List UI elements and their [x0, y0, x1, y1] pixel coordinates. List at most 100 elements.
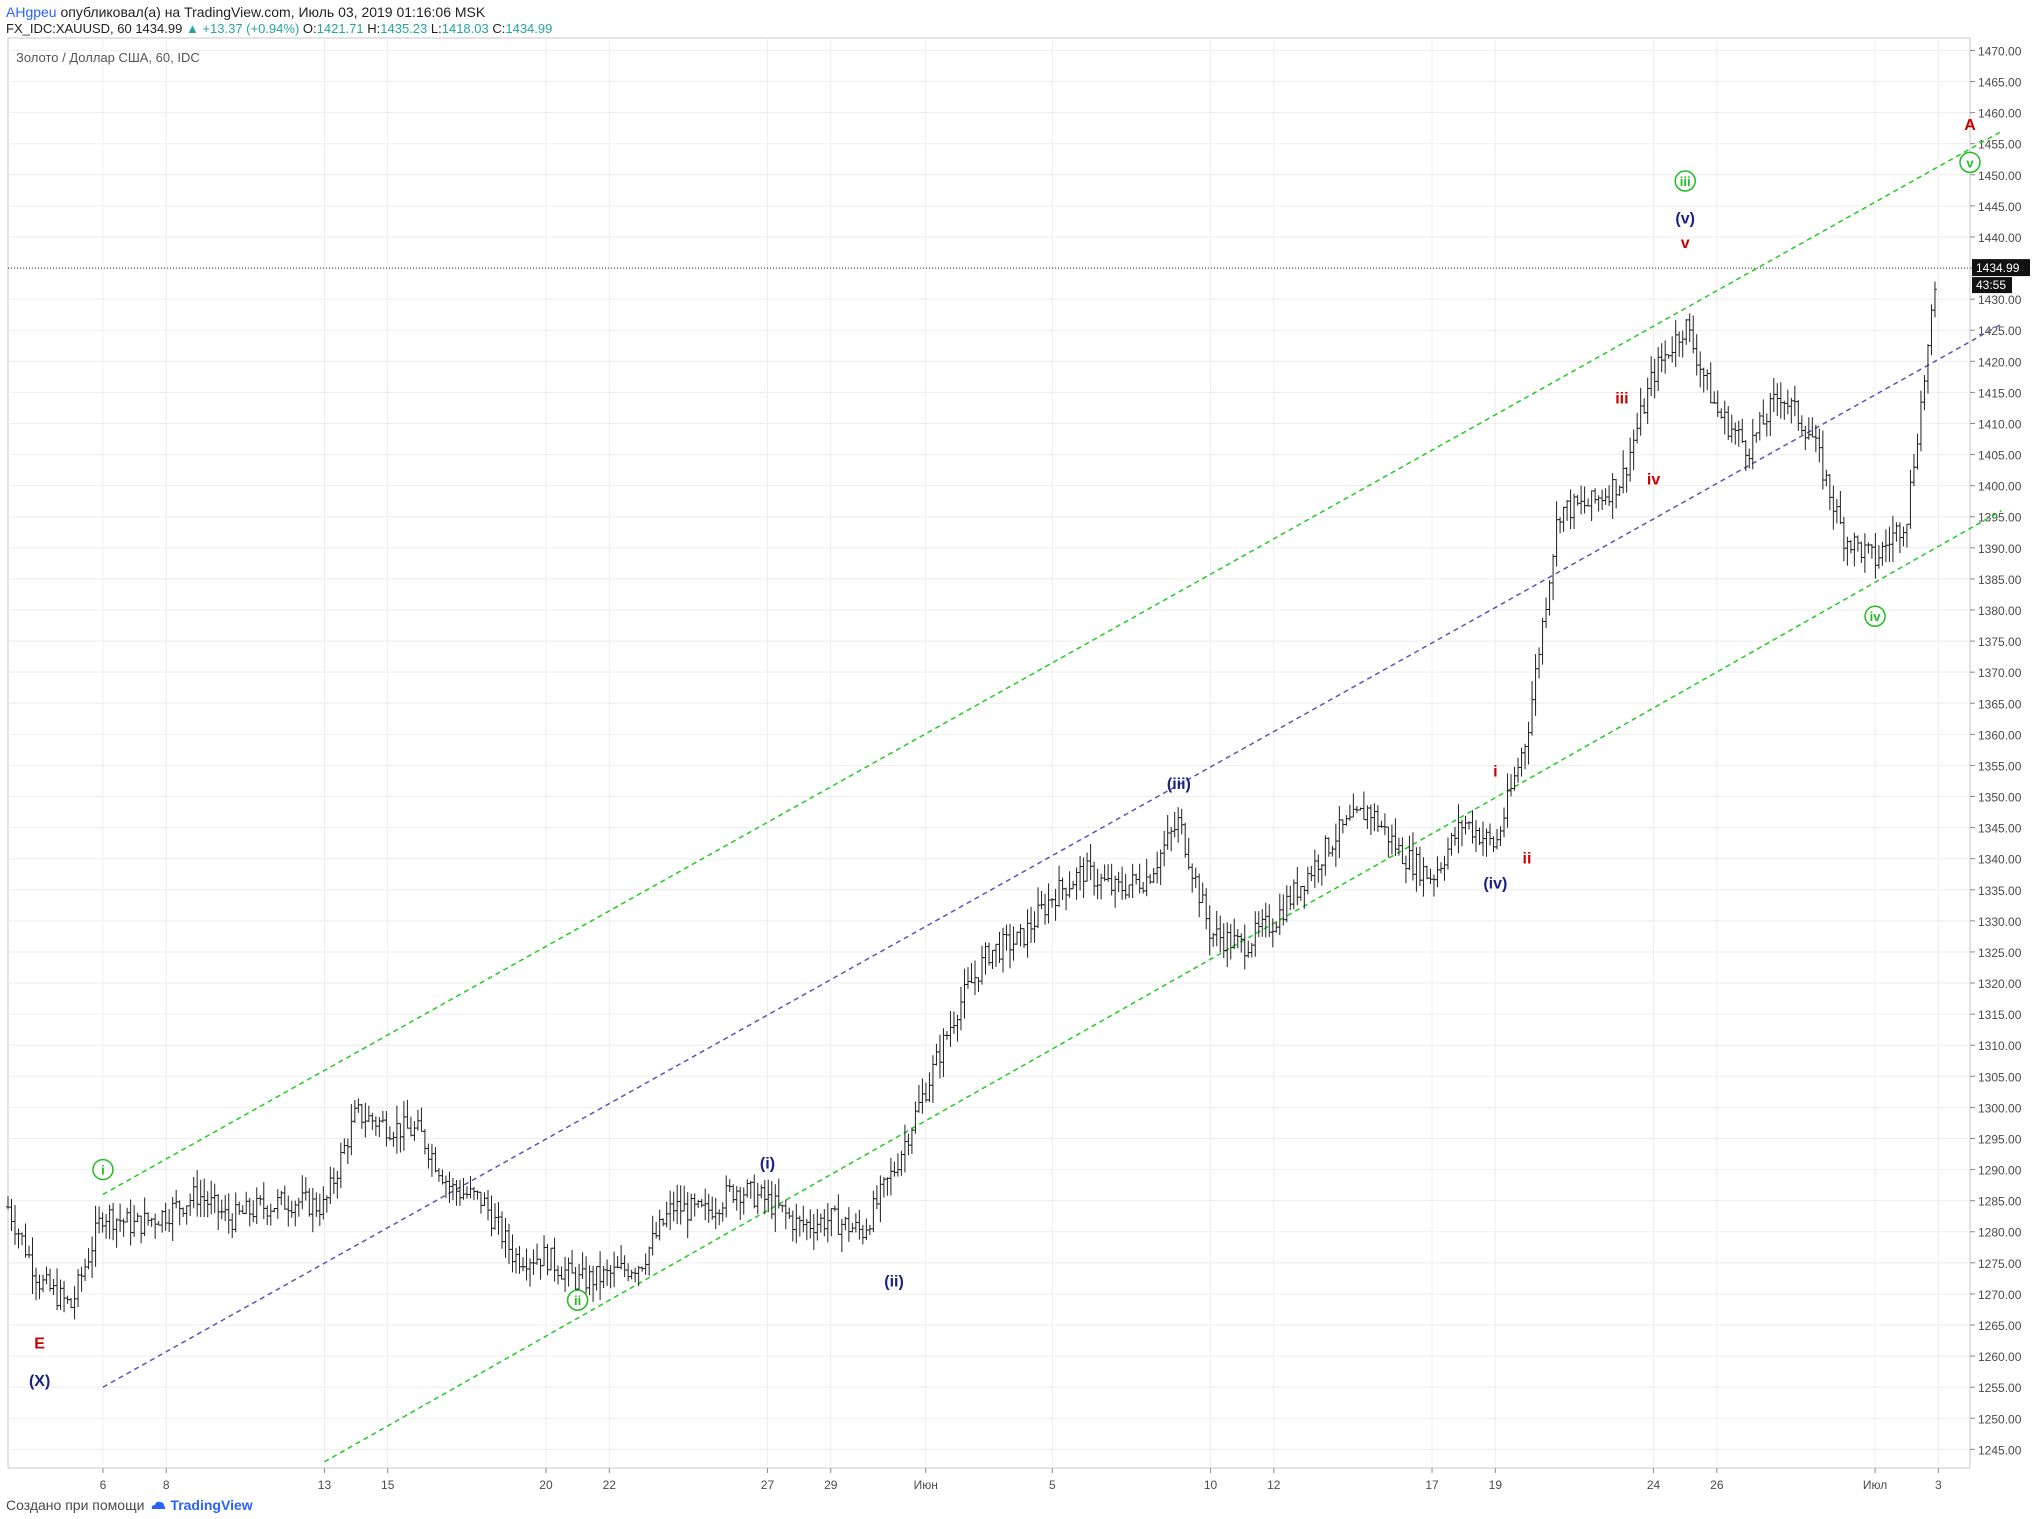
y-tick-label: 1385.00 [1978, 573, 2022, 587]
y-tick-label: 1400.00 [1978, 480, 2022, 494]
wave-label: E [34, 1336, 45, 1353]
y-tick-label: 1360.00 [1978, 728, 2022, 742]
wave-label: ii [574, 1293, 581, 1308]
y-tick-label: 1305.00 [1978, 1070, 2022, 1084]
x-tick-label: 27 [761, 1478, 775, 1492]
x-tick-label: 15 [381, 1478, 395, 1492]
wave-label-circle [1674, 170, 1696, 192]
y-tick-label: 1365.00 [1978, 697, 2022, 711]
wave-label-circle [92, 1158, 114, 1181]
open-value: 1421.71 [316, 21, 364, 36]
wave-label: v [1681, 235, 1690, 252]
low-label: L: [430, 21, 442, 36]
y-tick-label: 1455.00 [1978, 138, 2022, 152]
x-tick-label: 6 [100, 1478, 107, 1492]
channel-line [324, 509, 2003, 1463]
y-tick-label: 1315.00 [1978, 1008, 2022, 1022]
y-tick-label: 1320.00 [1978, 977, 2022, 991]
wave-label-circle [1864, 605, 1886, 627]
y-tick-label: 1430.00 [1978, 293, 2022, 307]
y-tick-label: 1380.00 [1978, 604, 2022, 618]
y-tick-label: 1295.00 [1978, 1132, 2022, 1146]
y-tick-label: 1410.00 [1978, 417, 2022, 431]
y-tick-label: 1325.00 [1978, 946, 2022, 960]
y-tick-label: 1405.00 [1978, 449, 2022, 463]
y-tick-label: 1290.00 [1978, 1164, 2022, 1178]
close-value: 1434.99 [505, 21, 553, 36]
published-text: опубликовал(а) на TradingView.com, Июль … [60, 4, 486, 20]
wave-label: iv [1647, 471, 1660, 488]
y-tick-label: 1350.00 [1978, 791, 2022, 805]
y-tick-label: 1445.00 [1978, 200, 2022, 214]
high-label: H: [367, 21, 381, 36]
wave-label: (v) [1675, 210, 1695, 227]
countdown-tag [1972, 277, 2012, 294]
wave-label-circle [1959, 151, 1981, 174]
wave-label: iii [1615, 391, 1628, 408]
symbol-ohlc-line: FX_IDC:XAUUSD, 60 1434.99 ▲ +13.37 (+0.9… [6, 21, 552, 36]
low-value: 1418.03 [441, 21, 489, 36]
created-with-text: Создано при помощи [6, 1497, 145, 1513]
last-price-tag [1972, 259, 2030, 277]
x-tick-label: 17 [1425, 1478, 1439, 1492]
y-tick-label: 1460.00 [1978, 107, 2022, 121]
plot-frame [7, 37, 1971, 1469]
x-tick-label: 19 [1489, 1478, 1503, 1492]
channel-line [102, 130, 2003, 1196]
y-tick-label: 1425.00 [1978, 324, 2022, 338]
y-tick-label: 1300.00 [1978, 1101, 2022, 1115]
y-tick-label: 1245.00 [1978, 1443, 2022, 1457]
x-tick-label: Июл [1863, 1478, 1887, 1492]
y-tick-label: 1250.00 [1978, 1412, 2022, 1426]
y-tick-label: 1355.00 [1978, 759, 2022, 773]
y-tick-label: 1370.00 [1978, 666, 2022, 680]
countdown-text: 43:55 [1976, 278, 2006, 292]
y-tick-label: 1375.00 [1978, 635, 2022, 649]
y-tick-label: 1340.00 [1978, 853, 2022, 867]
change-value: ▲ +13.37 (+0.94%) [185, 21, 300, 36]
wave-label: (ii) [884, 1273, 904, 1290]
y-tick-label: 1450.00 [1978, 169, 2022, 183]
wave-label: iii [1680, 174, 1691, 189]
x-tick-label: 10 [1204, 1478, 1218, 1492]
publisher-line: АНgреu опубликовал(а) на TradingView.com… [6, 4, 485, 20]
wave-label: v [1966, 155, 1974, 170]
tradingview-brand: TradingView [170, 1497, 253, 1513]
wave-label-circle [566, 1289, 589, 1311]
symbol-label: FX_IDC:XAUUSD, 60 [6, 21, 132, 36]
x-tick-label: 3 [1935, 1478, 1942, 1492]
x-tick-label: 5 [1049, 1478, 1056, 1492]
y-tick-label: 1275.00 [1978, 1257, 2022, 1271]
footer: Создано при помощи TradingView [6, 1497, 253, 1513]
x-tick-label: 13 [318, 1478, 332, 1492]
wave-label: (X) [29, 1373, 50, 1390]
y-tick-label: 1330.00 [1978, 915, 2022, 929]
wave-label: (iii) [1167, 776, 1191, 793]
channel-line [102, 323, 2003, 1388]
open-label: O: [302, 21, 317, 36]
y-tick-label: 1395.00 [1978, 511, 2022, 525]
wave-label: A [1964, 117, 1976, 134]
last-price: 1434.99 [135, 21, 183, 36]
high-value: 1435.23 [380, 21, 428, 36]
tradingview-logo[interactable]: TradingView [150, 1497, 253, 1513]
y-tick-label: 1310.00 [1978, 1039, 2022, 1053]
x-tick-label: 12 [1267, 1478, 1281, 1492]
wave-label: iv [1870, 609, 1882, 624]
wave-label: ii [1523, 851, 1532, 868]
x-tick-label: 29 [824, 1478, 838, 1492]
chart-title: Золото / Доллар США, 60, IDC [16, 50, 200, 65]
y-tick-label: 1270.00 [1978, 1288, 2022, 1302]
y-tick-label: 1440.00 [1978, 231, 2022, 245]
y-tick-label: 1465.00 [1978, 76, 2022, 90]
y-tick-label: 1265.00 [1978, 1319, 2022, 1333]
wave-label: i [101, 1163, 105, 1178]
last-price-text: 1434.99 [1976, 261, 2020, 275]
y-tick-label: 1345.00 [1978, 822, 2022, 836]
tradingview-cloud-icon [152, 1501, 166, 1509]
wave-label: i [1493, 764, 1497, 781]
author-link[interactable]: АНgреu [6, 4, 57, 20]
y-tick-label: 1420.00 [1978, 355, 2022, 369]
x-tick-label: 22 [603, 1478, 617, 1492]
